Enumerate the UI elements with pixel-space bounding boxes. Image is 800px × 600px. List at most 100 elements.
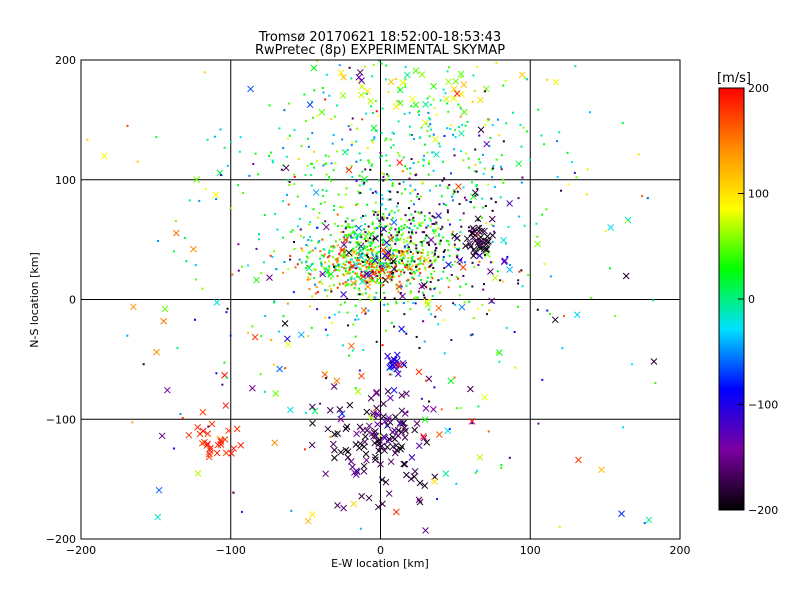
colorbar-tick-label: 0 bbox=[748, 293, 755, 306]
data-point-x bbox=[363, 427, 371, 434]
data-point-dot bbox=[390, 146, 393, 149]
data-point-dot bbox=[368, 257, 371, 260]
data-point-dot bbox=[652, 299, 655, 302]
data-point-dot bbox=[428, 244, 431, 247]
data-point-dot bbox=[395, 100, 398, 103]
data-point-x bbox=[421, 482, 429, 489]
x-axis-ticks: −200 −100 0 100 200 bbox=[66, 544, 691, 557]
data-point-x bbox=[378, 476, 386, 484]
data-point-dot bbox=[409, 240, 412, 243]
data-point-x bbox=[308, 441, 316, 449]
data-point-dot bbox=[387, 175, 390, 178]
data-point-dot bbox=[381, 243, 384, 246]
data-point-dot bbox=[398, 86, 401, 89]
data-point-dot bbox=[455, 482, 458, 485]
data-point-dot bbox=[367, 231, 370, 234]
data-point-x bbox=[384, 352, 391, 360]
data-point-dot bbox=[375, 291, 378, 294]
data-point-dot bbox=[432, 169, 435, 172]
data-point-dot bbox=[215, 372, 218, 375]
data-point-dot bbox=[275, 268, 278, 271]
data-point-x bbox=[161, 305, 169, 313]
data-point-dot bbox=[464, 124, 467, 127]
data-point-dot bbox=[342, 230, 345, 233]
data-point-dot bbox=[506, 255, 509, 258]
data-point-dot bbox=[373, 262, 376, 265]
data-point-dot bbox=[459, 285, 462, 288]
data-point-dot bbox=[371, 111, 374, 114]
data-point-dot bbox=[487, 118, 490, 121]
data-point-dot bbox=[391, 131, 394, 134]
data-point-dot bbox=[293, 129, 296, 132]
data-point-dot bbox=[374, 211, 377, 214]
data-point-dot bbox=[401, 170, 404, 173]
data-point-dot bbox=[455, 256, 458, 259]
data-point-dot bbox=[405, 279, 408, 282]
data-point-dot bbox=[277, 330, 280, 333]
data-point-dot bbox=[351, 231, 354, 234]
data-point-dot bbox=[368, 277, 371, 280]
data-point-dot bbox=[345, 283, 348, 286]
data-point-dot bbox=[411, 258, 414, 261]
data-point-dot bbox=[386, 271, 389, 274]
data-point-dot bbox=[353, 277, 356, 280]
data-point-dot bbox=[322, 91, 325, 94]
data-point-x bbox=[323, 268, 331, 276]
data-point-dot bbox=[254, 152, 257, 155]
data-point-dot bbox=[364, 292, 367, 295]
data-point-dot bbox=[355, 160, 358, 163]
data-point-dot bbox=[350, 283, 353, 286]
data-point-dot bbox=[241, 265, 244, 268]
data-point-dot bbox=[419, 256, 422, 259]
data-point-x bbox=[213, 299, 221, 306]
data-point-dot bbox=[329, 234, 332, 237]
data-point-dot bbox=[382, 238, 385, 241]
data-point-dot bbox=[438, 242, 441, 245]
data-point-dot bbox=[440, 195, 443, 198]
data-point-dot bbox=[374, 272, 377, 275]
data-point-dot bbox=[385, 159, 388, 162]
data-point-dot bbox=[438, 203, 441, 206]
data-point-dot bbox=[430, 263, 433, 266]
data-point-x bbox=[483, 140, 491, 148]
data-point-dot bbox=[518, 270, 521, 273]
data-point-dot bbox=[397, 120, 400, 123]
data-point-dot bbox=[389, 277, 392, 280]
data-point-x bbox=[534, 240, 541, 248]
data-point-dot bbox=[312, 208, 315, 211]
data-point-x bbox=[470, 246, 478, 253]
data-point-dot bbox=[403, 313, 406, 316]
data-point-dot bbox=[383, 226, 386, 229]
data-point-dot bbox=[403, 241, 406, 244]
data-point-x bbox=[357, 91, 365, 99]
data-point-dot bbox=[420, 224, 423, 227]
data-point-dot bbox=[351, 175, 354, 178]
data-point-dot bbox=[352, 323, 355, 326]
data-point-dot bbox=[393, 249, 396, 252]
data-point-dot bbox=[370, 105, 373, 108]
data-point-dot bbox=[358, 369, 361, 372]
data-point-dot bbox=[498, 134, 501, 137]
data-point-x bbox=[310, 64, 318, 72]
x-tick-label: −200 bbox=[66, 544, 96, 557]
data-point-dot bbox=[371, 191, 374, 194]
data-point-dot bbox=[384, 262, 387, 265]
data-point-dot bbox=[376, 274, 379, 277]
data-point-dot bbox=[479, 161, 482, 164]
data-point-dot bbox=[359, 159, 362, 162]
data-point-dot bbox=[278, 127, 281, 130]
data-point-dot bbox=[443, 177, 446, 180]
data-point-dot bbox=[372, 230, 375, 233]
data-point-dot bbox=[410, 213, 413, 216]
data-point-dot bbox=[397, 231, 400, 234]
data-point-dot bbox=[369, 168, 372, 171]
data-point-dot bbox=[429, 103, 432, 106]
data-point-dot bbox=[370, 265, 373, 268]
data-point-dot bbox=[364, 168, 367, 171]
data-point-dot bbox=[367, 159, 370, 162]
data-point-x bbox=[475, 224, 483, 232]
data-point-dot bbox=[546, 78, 549, 81]
data-point-dot bbox=[339, 303, 342, 306]
